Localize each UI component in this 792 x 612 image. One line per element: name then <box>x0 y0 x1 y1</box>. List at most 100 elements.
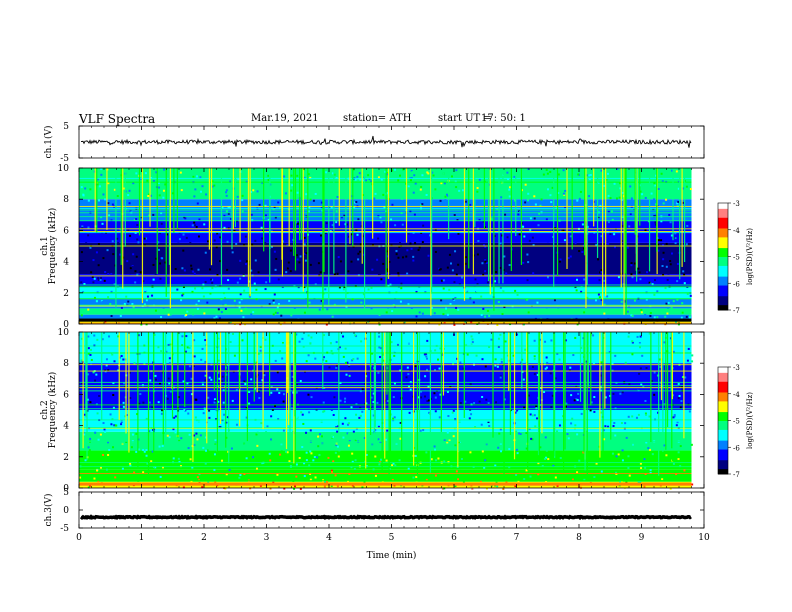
colorbar-segment <box>718 472 728 475</box>
colorbar-tick-label: -6 <box>733 444 740 452</box>
y-tick-label: 5 <box>63 488 69 498</box>
colorbar-segment <box>718 438 728 441</box>
colorbar-segment <box>718 391 728 395</box>
colorbar-segment <box>718 267 728 270</box>
spectral-band <box>79 308 692 315</box>
x-tick-label: 3 <box>264 533 270 543</box>
colorbar-segment <box>718 427 728 430</box>
colorbar-segment <box>718 406 728 409</box>
colorbar-segment <box>718 203 728 206</box>
y-tick-label: 6 <box>63 390 69 400</box>
colorbar-segment <box>718 231 728 234</box>
colorbar-segment <box>718 261 728 265</box>
colorbar-segment <box>718 468 728 471</box>
colorbar-label: log(PSD)(V²/Hz) <box>746 392 754 449</box>
y-tick-label: 0 <box>63 484 69 494</box>
colorbar-segment <box>718 425 728 429</box>
colorbar-segment <box>718 454 728 457</box>
y-tick-label: 0 <box>63 320 69 330</box>
colorbar-segment <box>718 290 728 293</box>
colorbar-tick-label: -3 <box>733 200 740 208</box>
colorbar-segment <box>718 292 728 295</box>
colorbar-label: log(PSD)(V²/Hz) <box>746 228 754 285</box>
colorbar-segment <box>718 408 728 411</box>
colorbar-segment <box>718 388 728 391</box>
y-axis-label: ch.2 <box>40 400 50 419</box>
colorbar-segment <box>718 245 728 249</box>
colorbar-segment <box>718 393 728 397</box>
colorbar-tick-label: -6 <box>733 280 740 288</box>
colorbar-segment <box>718 450 728 454</box>
colorbar-tick-label: -4 <box>733 391 740 399</box>
colorbar-segment <box>718 268 728 272</box>
colorbar-segment <box>718 422 728 425</box>
colorbar-segment <box>718 263 728 266</box>
colorbar-segment <box>718 279 728 282</box>
colorbar-segment <box>718 402 728 405</box>
colorbar-segment <box>718 397 728 400</box>
date-label: Mar.19, 2021 <box>251 113 319 124</box>
colorbar-segment <box>718 286 728 290</box>
spectral-band <box>79 242 692 275</box>
y-tick-label: 2 <box>63 289 69 299</box>
colorbar-segment <box>718 270 728 274</box>
colorbar-segment <box>718 457 728 461</box>
colorbar-segment <box>718 219 728 222</box>
colorbar-segment <box>718 235 728 238</box>
colorbar-segment <box>718 258 728 261</box>
colorbar-segment <box>718 459 728 463</box>
y-tick-label: -5 <box>60 524 69 534</box>
colorbar-segment <box>718 420 728 423</box>
start-label: start UT = <box>438 113 492 124</box>
colorbar-segment <box>718 404 728 407</box>
colorbar-segment <box>718 256 728 259</box>
spectral-band <box>79 314 692 320</box>
colorbar-segment <box>718 304 728 307</box>
start-time: 17: 50: 1 <box>481 113 526 124</box>
colorbar-segment <box>718 416 728 420</box>
colorbar-segment <box>718 227 728 231</box>
y-tick-label: 0 <box>63 506 69 516</box>
ch3-waveform-trace <box>79 514 692 521</box>
x-tick-label: 1 <box>139 533 145 543</box>
colorbar-segment <box>718 238 728 241</box>
colorbar-segment <box>718 247 728 250</box>
colorbar-segment <box>718 372 728 375</box>
x-tick-label: 2 <box>201 533 207 543</box>
colorbar-segment <box>718 236 728 240</box>
x-tick-label: 4 <box>326 533 332 543</box>
colorbar-segment <box>718 383 728 386</box>
ch1-spectrogram-image <box>79 168 704 326</box>
y-tick-label: 5 <box>63 122 69 132</box>
colorbar-segment <box>718 206 728 209</box>
colorbar-segment <box>718 440 728 443</box>
x-tick-label: 5 <box>389 533 395 543</box>
colorbar-segment <box>718 386 728 389</box>
y-axis-label: ch.1(V) <box>43 126 54 159</box>
colorbar-segment <box>718 308 728 311</box>
colorbar-segment <box>718 441 728 445</box>
x-tick-label: 10 <box>698 533 710 543</box>
colorbar-segment <box>718 399 728 402</box>
colorbar-segment <box>718 447 728 450</box>
y-tick-label: -5 <box>60 154 69 164</box>
colorbar-segment <box>718 276 728 279</box>
colorbar-segment <box>718 229 728 233</box>
colorbar-segment <box>718 226 728 229</box>
colorbar-segment <box>718 418 728 421</box>
colorbar-segment <box>718 470 728 473</box>
y-axis-label: ch.1 <box>40 236 50 255</box>
colorbar-segment <box>718 302 728 306</box>
colorbar-segment <box>718 456 728 459</box>
colorbar-segment <box>718 210 728 213</box>
station-label: station= ATH <box>343 113 412 124</box>
colorbar-segment <box>718 429 728 432</box>
colorbar-segment <box>718 461 728 464</box>
colorbar-segment <box>718 415 728 418</box>
colorbar-segment <box>718 465 728 468</box>
colorbar-segment <box>718 288 728 291</box>
colorbar-segment <box>718 409 728 413</box>
colorbar-segment <box>718 240 728 243</box>
colorbar-segment <box>718 377 728 380</box>
colorbar-segment <box>718 400 728 404</box>
